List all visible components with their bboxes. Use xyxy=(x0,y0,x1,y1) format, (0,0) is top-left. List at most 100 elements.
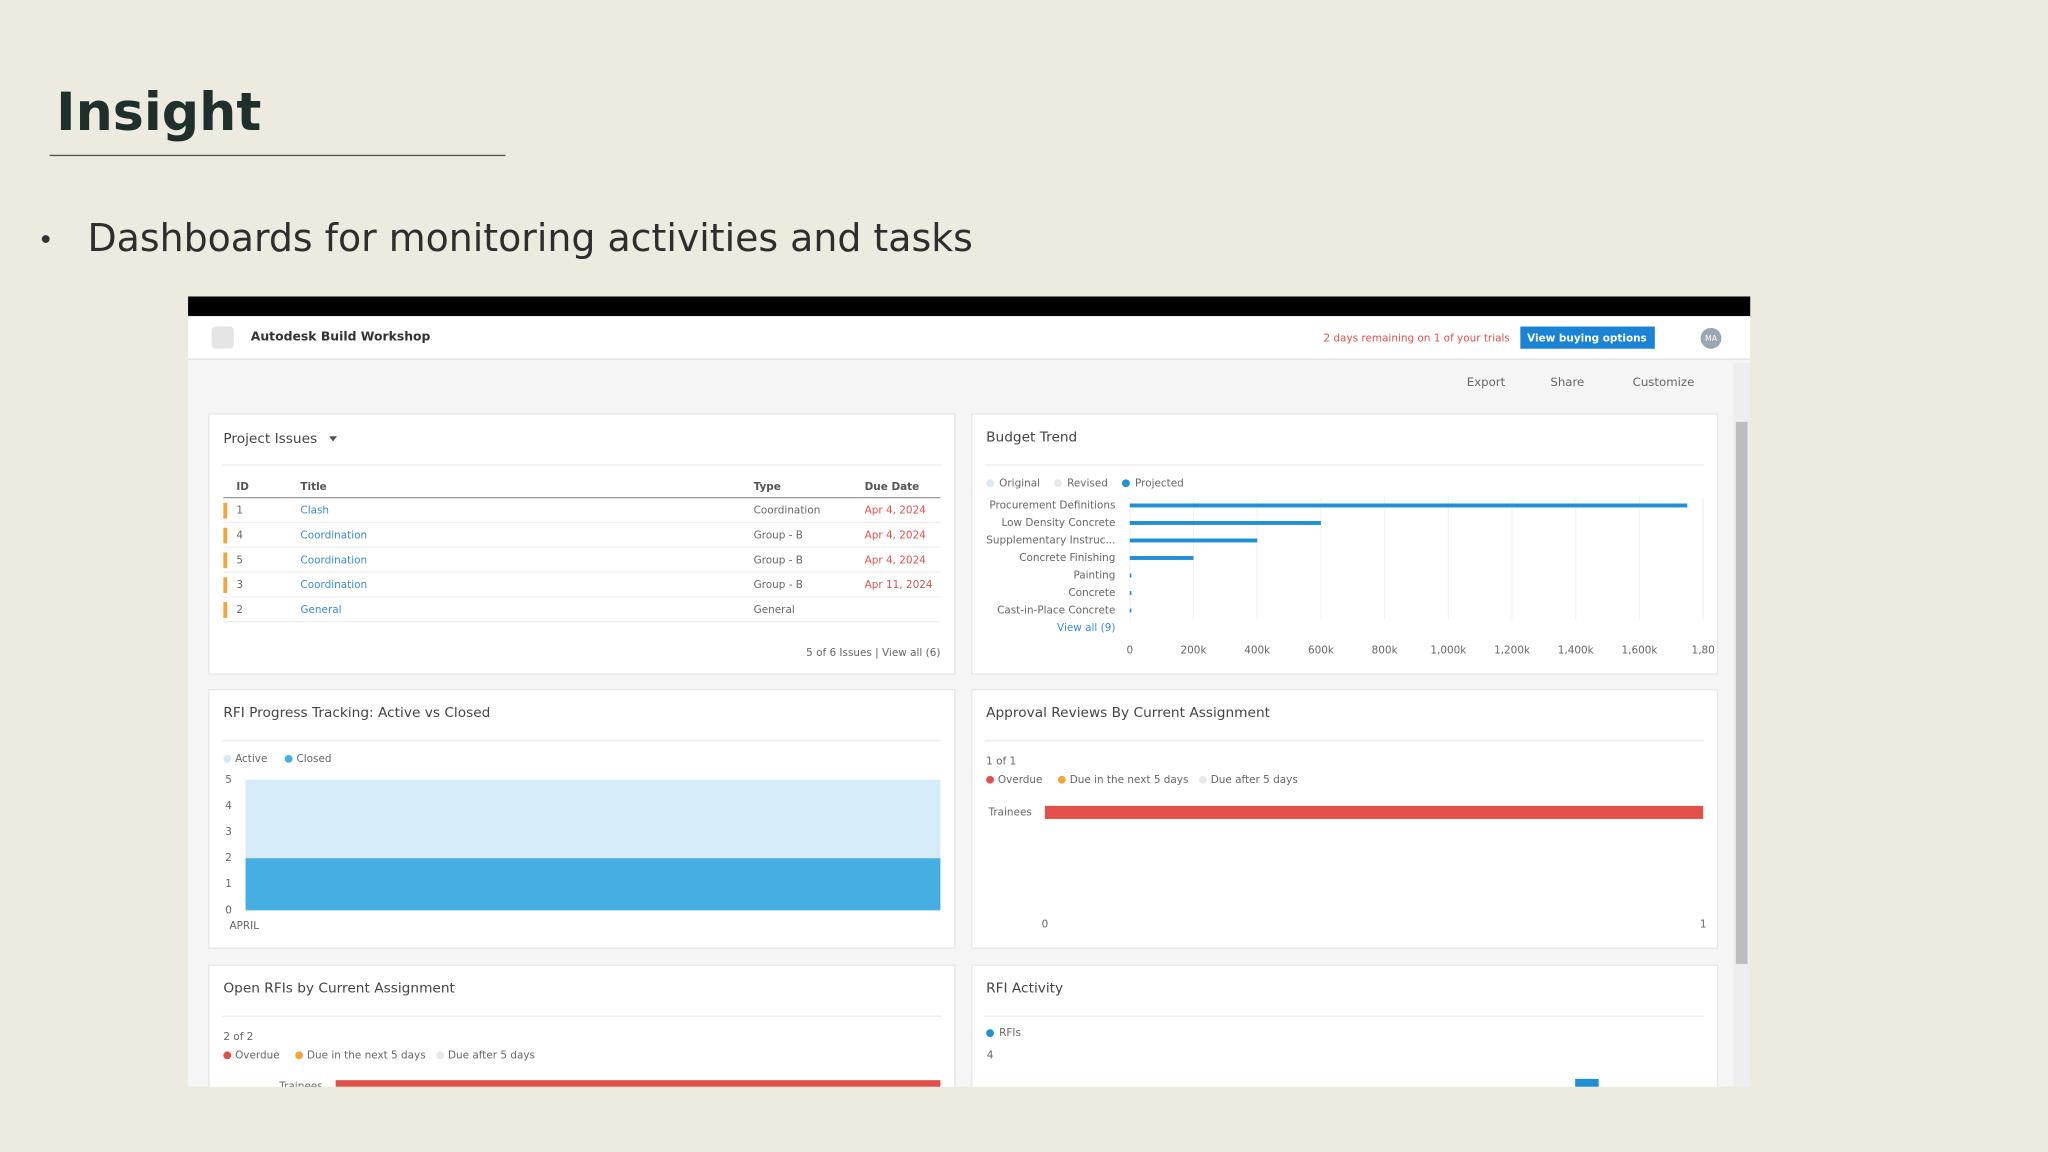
table-cell: Group - B xyxy=(754,579,803,591)
category-label: Concrete xyxy=(1068,587,1115,599)
x-tick-label: 200k xyxy=(1181,644,1208,656)
trial-notice: 2 days remaining on 1 of your trials xyxy=(1323,332,1509,344)
legend-dot xyxy=(223,754,232,763)
table-cell: Group - B xyxy=(754,530,803,542)
area-segment xyxy=(245,779,941,859)
panel-title: RFI Activity xyxy=(986,981,1063,997)
table-cell: 5 xyxy=(236,554,243,566)
bullet-dot xyxy=(41,235,50,243)
table-cell: Clash xyxy=(300,505,329,517)
table-cell: Group - B xyxy=(754,554,803,566)
x-tick-label: 800k xyxy=(1372,644,1399,656)
category-label: Trainees xyxy=(988,806,1032,818)
y-tick-label: 0 xyxy=(225,904,232,916)
panel-title: Budget Trend xyxy=(986,430,1077,446)
project-name[interactable]: Autodesk Build Workshop xyxy=(251,328,431,343)
share[interactable]: Share xyxy=(1550,375,1584,389)
bar xyxy=(335,1080,941,1087)
panel-title: Project Issues xyxy=(223,431,317,447)
legend-label: Due after 5 days xyxy=(448,1049,535,1061)
status-marker xyxy=(223,552,228,569)
x-tick-label: 1,200k xyxy=(1494,644,1531,656)
table-cell: Coordination xyxy=(300,530,367,542)
table-footer: 5 of 6 Issues | View all (6) xyxy=(806,647,940,659)
legend-label: Closed xyxy=(296,753,331,765)
panel-title: Approval Reviews By Current Assignment xyxy=(986,705,1271,721)
legend-dot xyxy=(986,1029,994,1038)
bar xyxy=(1129,521,1321,525)
table-cell: Coordination xyxy=(754,505,821,517)
column-header: Due Date xyxy=(865,481,920,493)
x-tick-label: 600k xyxy=(1308,644,1335,656)
table-cell: Apr 4, 2024 xyxy=(865,505,927,517)
y-tick-label: 4 xyxy=(225,800,232,812)
legend-label: Due in the next 5 days xyxy=(307,1049,426,1061)
legend-dot xyxy=(986,479,994,488)
table-cell: General xyxy=(300,604,341,616)
legend-dot xyxy=(295,1051,304,1060)
x-tick-label: APRIL xyxy=(229,920,259,932)
view-all: View all (9) xyxy=(1057,622,1115,634)
category-label: Supplementary Instruc... xyxy=(986,534,1115,546)
status-marker xyxy=(223,602,228,618)
legend-label: RFIs xyxy=(999,1027,1021,1039)
customize[interactable]: Customize xyxy=(1633,375,1695,389)
buy-button-label[interactable]: View buying options xyxy=(1527,332,1647,344)
panel-title: RFI Progress Tracking: Active vs Closed xyxy=(223,705,490,721)
panel-title: Open RFIs by Current Assignment xyxy=(223,981,455,997)
legend-dot xyxy=(1057,775,1066,784)
legend-dot xyxy=(436,1051,445,1060)
legend-dot xyxy=(223,1051,232,1060)
avatar-initials[interactable]: MA xyxy=(1705,334,1718,343)
table-cell: 4 xyxy=(236,530,243,542)
table-cell: Apr 11, 2024 xyxy=(865,579,933,591)
count: 2 of 2 xyxy=(223,1031,253,1043)
legend-dot xyxy=(1199,775,1207,784)
legend-dot xyxy=(284,754,293,763)
x-tick-label: 1,600k xyxy=(1622,644,1659,656)
export[interactable]: Export xyxy=(1467,375,1506,389)
legend-label: Due after 5 days xyxy=(1211,774,1298,786)
column-header: Title xyxy=(300,481,326,493)
buy-button[interactable] xyxy=(1520,326,1655,349)
x-tick-label: 0 xyxy=(1126,644,1133,656)
avatar[interactable] xyxy=(1700,327,1722,349)
bar xyxy=(1129,608,1132,613)
bar xyxy=(1575,1078,1599,1087)
category-label: Trainees xyxy=(278,1081,322,1093)
panel xyxy=(208,964,956,1087)
panel xyxy=(971,413,1719,675)
category-label: Concrete Finishing xyxy=(1019,552,1115,564)
panel xyxy=(971,964,1719,1087)
table-cell: Coordination xyxy=(300,554,367,566)
legend-label: Revised xyxy=(1067,477,1108,489)
legend-dot xyxy=(1054,479,1062,488)
dropdown-caret xyxy=(329,436,337,442)
y-tick-label: 4 xyxy=(987,1049,994,1061)
table-cell: Coordination xyxy=(300,579,367,591)
table-cell: Apr 4, 2024 xyxy=(865,554,927,566)
bar xyxy=(1129,556,1194,560)
bar xyxy=(1129,573,1132,578)
scroll-thumb[interactable] xyxy=(1735,421,1748,964)
status-marker xyxy=(223,577,228,593)
bar xyxy=(1129,591,1132,595)
y-tick-label: 2 xyxy=(225,852,232,864)
legend-label: Overdue xyxy=(235,1049,280,1061)
x-tick-label: 1,000k xyxy=(1430,644,1467,656)
logo[interactable] xyxy=(211,326,234,349)
table-cell: Apr 4, 2024 xyxy=(865,530,927,542)
status-marker xyxy=(223,502,228,519)
x-tick-label: 0 xyxy=(1042,919,1049,931)
table-cell: 1 xyxy=(236,505,243,517)
y-tick-label: 5 xyxy=(225,774,232,786)
table-cell: 2 xyxy=(236,604,243,616)
y-tick-label: 3 xyxy=(225,826,232,838)
x-tick-label: 1,80 xyxy=(1692,644,1715,656)
x-tick-label: 1,400k xyxy=(1558,644,1595,656)
status-marker xyxy=(223,527,228,544)
slide-title: Insight xyxy=(56,83,261,143)
legend-dot xyxy=(1121,479,1130,488)
